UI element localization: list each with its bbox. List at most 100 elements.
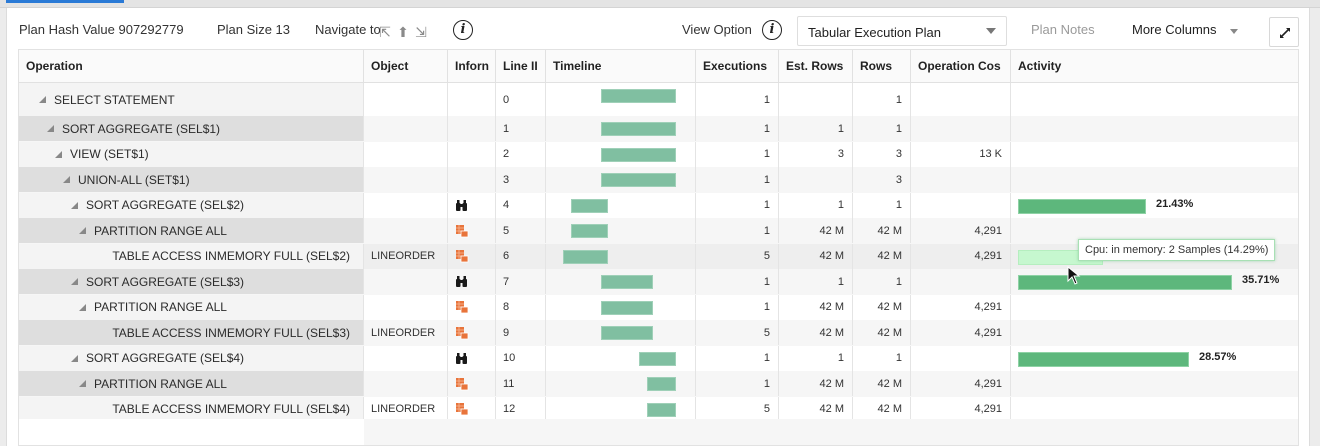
partition-table-icon[interactable] [455,326,469,340]
operation-cell[interactable]: PARTITION RANGE ALL [19,294,364,320]
expand-triangle-icon[interactable] [71,278,78,286]
information-cell [448,243,496,269]
col-information[interactable]: Inforn [448,50,496,83]
col-timeline[interactable]: Timeline [546,50,696,83]
arrow-down-right-icon[interactable]: ⇲ [415,24,427,40]
timeline-bar[interactable] [601,300,653,315]
activity-bar[interactable] [1018,198,1146,214]
timeline-bar[interactable] [563,249,608,264]
rows-cell: 1 [853,83,911,116]
rows-cell: 42 M [853,218,911,244]
timeline-bar[interactable] [647,377,676,391]
table-row[interactable]: UNION-ALL (SET$1) 3 1 3 [19,167,1298,193]
plan-notes-button[interactable]: Plan Notes [1031,22,1095,37]
table-row[interactable]: TABLE ACCESS INMEMORY FULL (SEL$4) LINEOR… [19,396,1298,422]
line-id-cell: 5 [496,218,546,244]
operation-cell[interactable]: PARTITION RANGE ALL [19,371,364,397]
expand-triangle-icon[interactable] [71,201,78,209]
col-est-rows[interactable]: Est. Rows [779,50,853,83]
executions-cell: 1 [696,83,779,116]
table-row[interactable]: SORT AGGREGATE (SEL$2) 4 1 1 1 21.43% [19,192,1298,218]
partition-table-icon[interactable] [455,402,469,416]
executions-cell: 5 [696,320,779,346]
timeline-bar[interactable] [601,122,676,136]
executions-cell: 1 [696,192,779,218]
operation-cell[interactable]: SORT AGGREGATE (SEL$1) [19,116,364,142]
operation-cell[interactable]: SORT AGGREGATE (SEL$2) [19,192,364,218]
table-row[interactable]: SORT AGGREGATE (SEL$1) 1 1 1 1 [19,116,1298,142]
operation-cost-cell: 4,291 [911,320,1011,346]
navigate-info-icon[interactable]: i [453,20,473,40]
operation-cell[interactable]: UNION-ALL (SET$1) [19,167,364,193]
timeline-bar[interactable] [571,198,608,213]
timeline-cell [546,83,696,116]
timeline-bar[interactable] [571,224,608,238]
activity-cell [1011,83,1298,116]
line-id-cell: 4 [496,192,546,218]
timeline-bar[interactable] [601,89,676,103]
arrow-up-icon[interactable]: ⬆ [397,24,409,40]
timeline-bar[interactable] [639,351,676,366]
operation-cell[interactable]: SELECT STATEMENT [19,83,364,116]
expand-triangle-icon[interactable] [71,354,78,362]
col-activity[interactable]: Activity [1018,59,1062,73]
activity-bar[interactable] [1018,275,1232,290]
operation-cell[interactable]: TABLE ACCESS INMEMORY FULL (SEL$2) [19,243,364,269]
line-id-cell: 6 [496,243,546,269]
operation-cell[interactable]: TABLE ACCESS INMEMORY FULL (SEL$3) [19,320,364,346]
table-row[interactable]: TABLE ACCESS INMEMORY FULL (SEL$3) LINEOR… [19,320,1298,346]
line-id-cell: 2 [496,141,546,167]
col-rows[interactable]: Rows [853,50,911,83]
expand-triangle-icon[interactable] [63,176,70,184]
table-row[interactable]: PARTITION RANGE ALL 11 1 42 M 42 M 4,291 [19,371,1298,397]
more-columns-button[interactable]: More Columns [1132,22,1217,37]
expand-triangle-icon[interactable] [79,303,86,311]
col-executions[interactable]: Executions [696,50,779,83]
expand-triangle-icon[interactable] [79,380,86,388]
timeline-bar[interactable] [601,326,653,340]
table-row[interactable]: VIEW (SET$1) 2 1 3 3 13 K [19,141,1298,167]
col-object[interactable]: Object [364,50,448,83]
partition-table-icon[interactable] [455,224,469,238]
expand-triangle-icon[interactable] [39,96,46,103]
partition-table-icon[interactable] [455,249,469,263]
operation-cell[interactable]: PARTITION RANGE ALL [19,218,364,244]
activity-percent: 35.71% [1242,274,1280,286]
view-option-select[interactable]: Tabular Execution Plan [797,16,1007,46]
binoculars-icon[interactable] [455,275,468,288]
expand-triangle-icon[interactable] [55,150,62,158]
operation-cell[interactable]: SORT AGGREGATE (SEL$4) [19,345,364,371]
binoculars-icon[interactable] [455,352,468,365]
timeline-bar[interactable] [647,402,676,417]
view-option-info-icon[interactable]: i [762,20,782,40]
expand-button[interactable] [1269,17,1299,47]
operation-cell[interactable]: TABLE ACCESS INMEMORY FULL (SEL$4) [19,396,364,422]
expand-triangle-icon[interactable] [47,125,54,133]
table-row[interactable]: PARTITION RANGE ALL 8 1 42 M 42 M 4,291 [19,294,1298,320]
timeline-bar[interactable] [601,173,676,187]
col-line-id[interactable]: Line II [496,50,546,83]
active-tab-indicator[interactable] [6,0,124,3]
partition-table-icon[interactable] [455,377,469,391]
table-row[interactable]: SELECT STATEMENT 0 1 1 [19,83,1298,116]
timeline-bar[interactable] [601,147,676,162]
table-row[interactable]: SORT AGGREGATE (SEL$4) 10 1 1 1 28.57% [19,345,1298,371]
activity-cell [1011,142,1298,167]
navigate-label: Navigate to [315,22,381,37]
executions-cell: 1 [696,218,779,244]
arrow-up-left-icon[interactable]: ⇱ [379,24,391,40]
activity-bar[interactable] [1018,351,1189,367]
col-operation-cost[interactable]: Operation Cos [911,50,1011,83]
operation-name: PARTITION RANGE ALL [94,300,227,315]
rows-cell: 42 M [853,320,911,346]
timeline-bar[interactable] [601,275,653,289]
executions-cell: 5 [696,396,779,422]
partition-table-icon[interactable] [455,300,469,314]
operation-cost-cell: 13 K [911,141,1011,167]
table-row[interactable]: SORT AGGREGATE (SEL$3) 7 1 1 1 35.71% [19,269,1298,295]
col-operation[interactable]: Operation [19,50,364,83]
operation-cell[interactable]: SORT AGGREGATE (SEL$3) [19,269,364,295]
expand-triangle-icon[interactable] [79,227,86,235]
binoculars-icon[interactable] [455,199,468,212]
operation-cell[interactable]: VIEW (SET$1) [19,141,364,167]
